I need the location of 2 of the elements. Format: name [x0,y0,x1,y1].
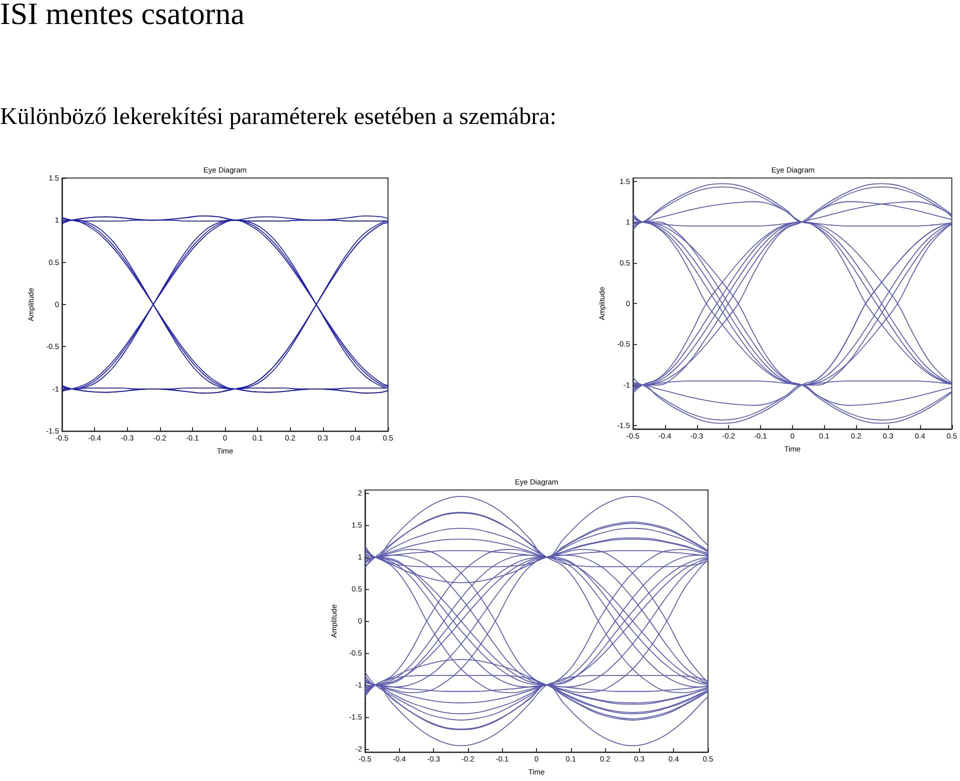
text: Különböző lekerekítési paraméterek esetében a szemábra: [0,103,556,131]
text: ISI mentes csatorna [0,0,244,31]
